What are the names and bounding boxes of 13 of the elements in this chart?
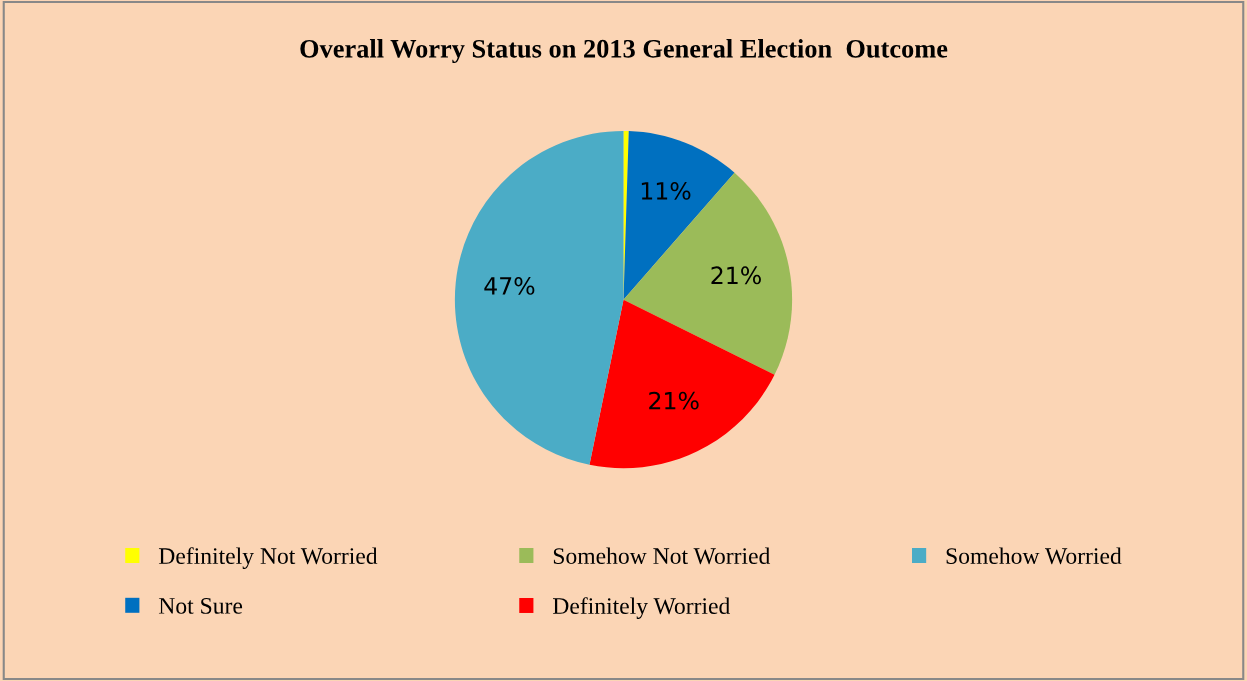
chart-title: Overall Worry Status on 2013 General Election Outcome: [300, 39, 948, 64]
pie-slice: [623, 172, 793, 375]
legend-label: Definitely Worried: [552, 597, 731, 619]
legend-label: Somehow Worried: [946, 547, 1122, 565]
data-label: 21%: [711, 266, 761, 285]
legend-label: Not Sure: [158, 597, 243, 614]
data-label: 47%: [484, 277, 535, 295]
data-label: 21%: [649, 391, 699, 410]
data-label: 11%: [641, 181, 691, 200]
legend-label: Somehow Not Worried: [553, 547, 771, 565]
pie-slice: [454, 131, 624, 465]
pie-slice: [589, 299, 775, 469]
legend-label: Definitely Not Worried: [158, 547, 378, 569]
